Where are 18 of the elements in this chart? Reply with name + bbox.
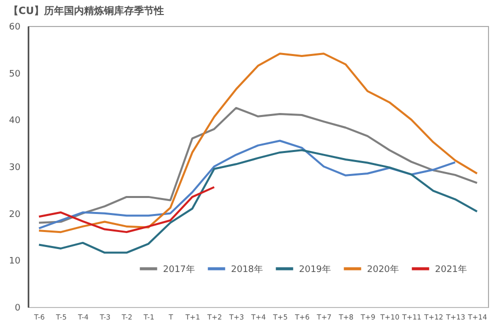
y-tick-label: 60 (9, 22, 21, 32)
y-tick-label: 30 (9, 163, 21, 173)
line-series (38, 149, 478, 254)
line-series (38, 186, 216, 234)
legend-label: 2018年 (231, 264, 263, 275)
y-tick-label: 0 (14, 304, 21, 314)
legend-label: 2020年 (367, 264, 399, 275)
y-tick-label: 40 (9, 116, 21, 126)
y-tick-label: 20 (9, 210, 21, 220)
legend-label: 2017年 (163, 264, 195, 275)
chart-title: 【CU】历年国内精炼铜库存季节性 (8, 5, 164, 17)
line-series (38, 140, 456, 230)
line-series (38, 52, 478, 234)
legend-label: 2021年 (435, 264, 467, 275)
y-tick-label: 50 (9, 69, 21, 80)
legend-label: 2019年 (299, 264, 331, 275)
y-tick-label: 10 (9, 256, 21, 267)
line-series (38, 106, 478, 224)
